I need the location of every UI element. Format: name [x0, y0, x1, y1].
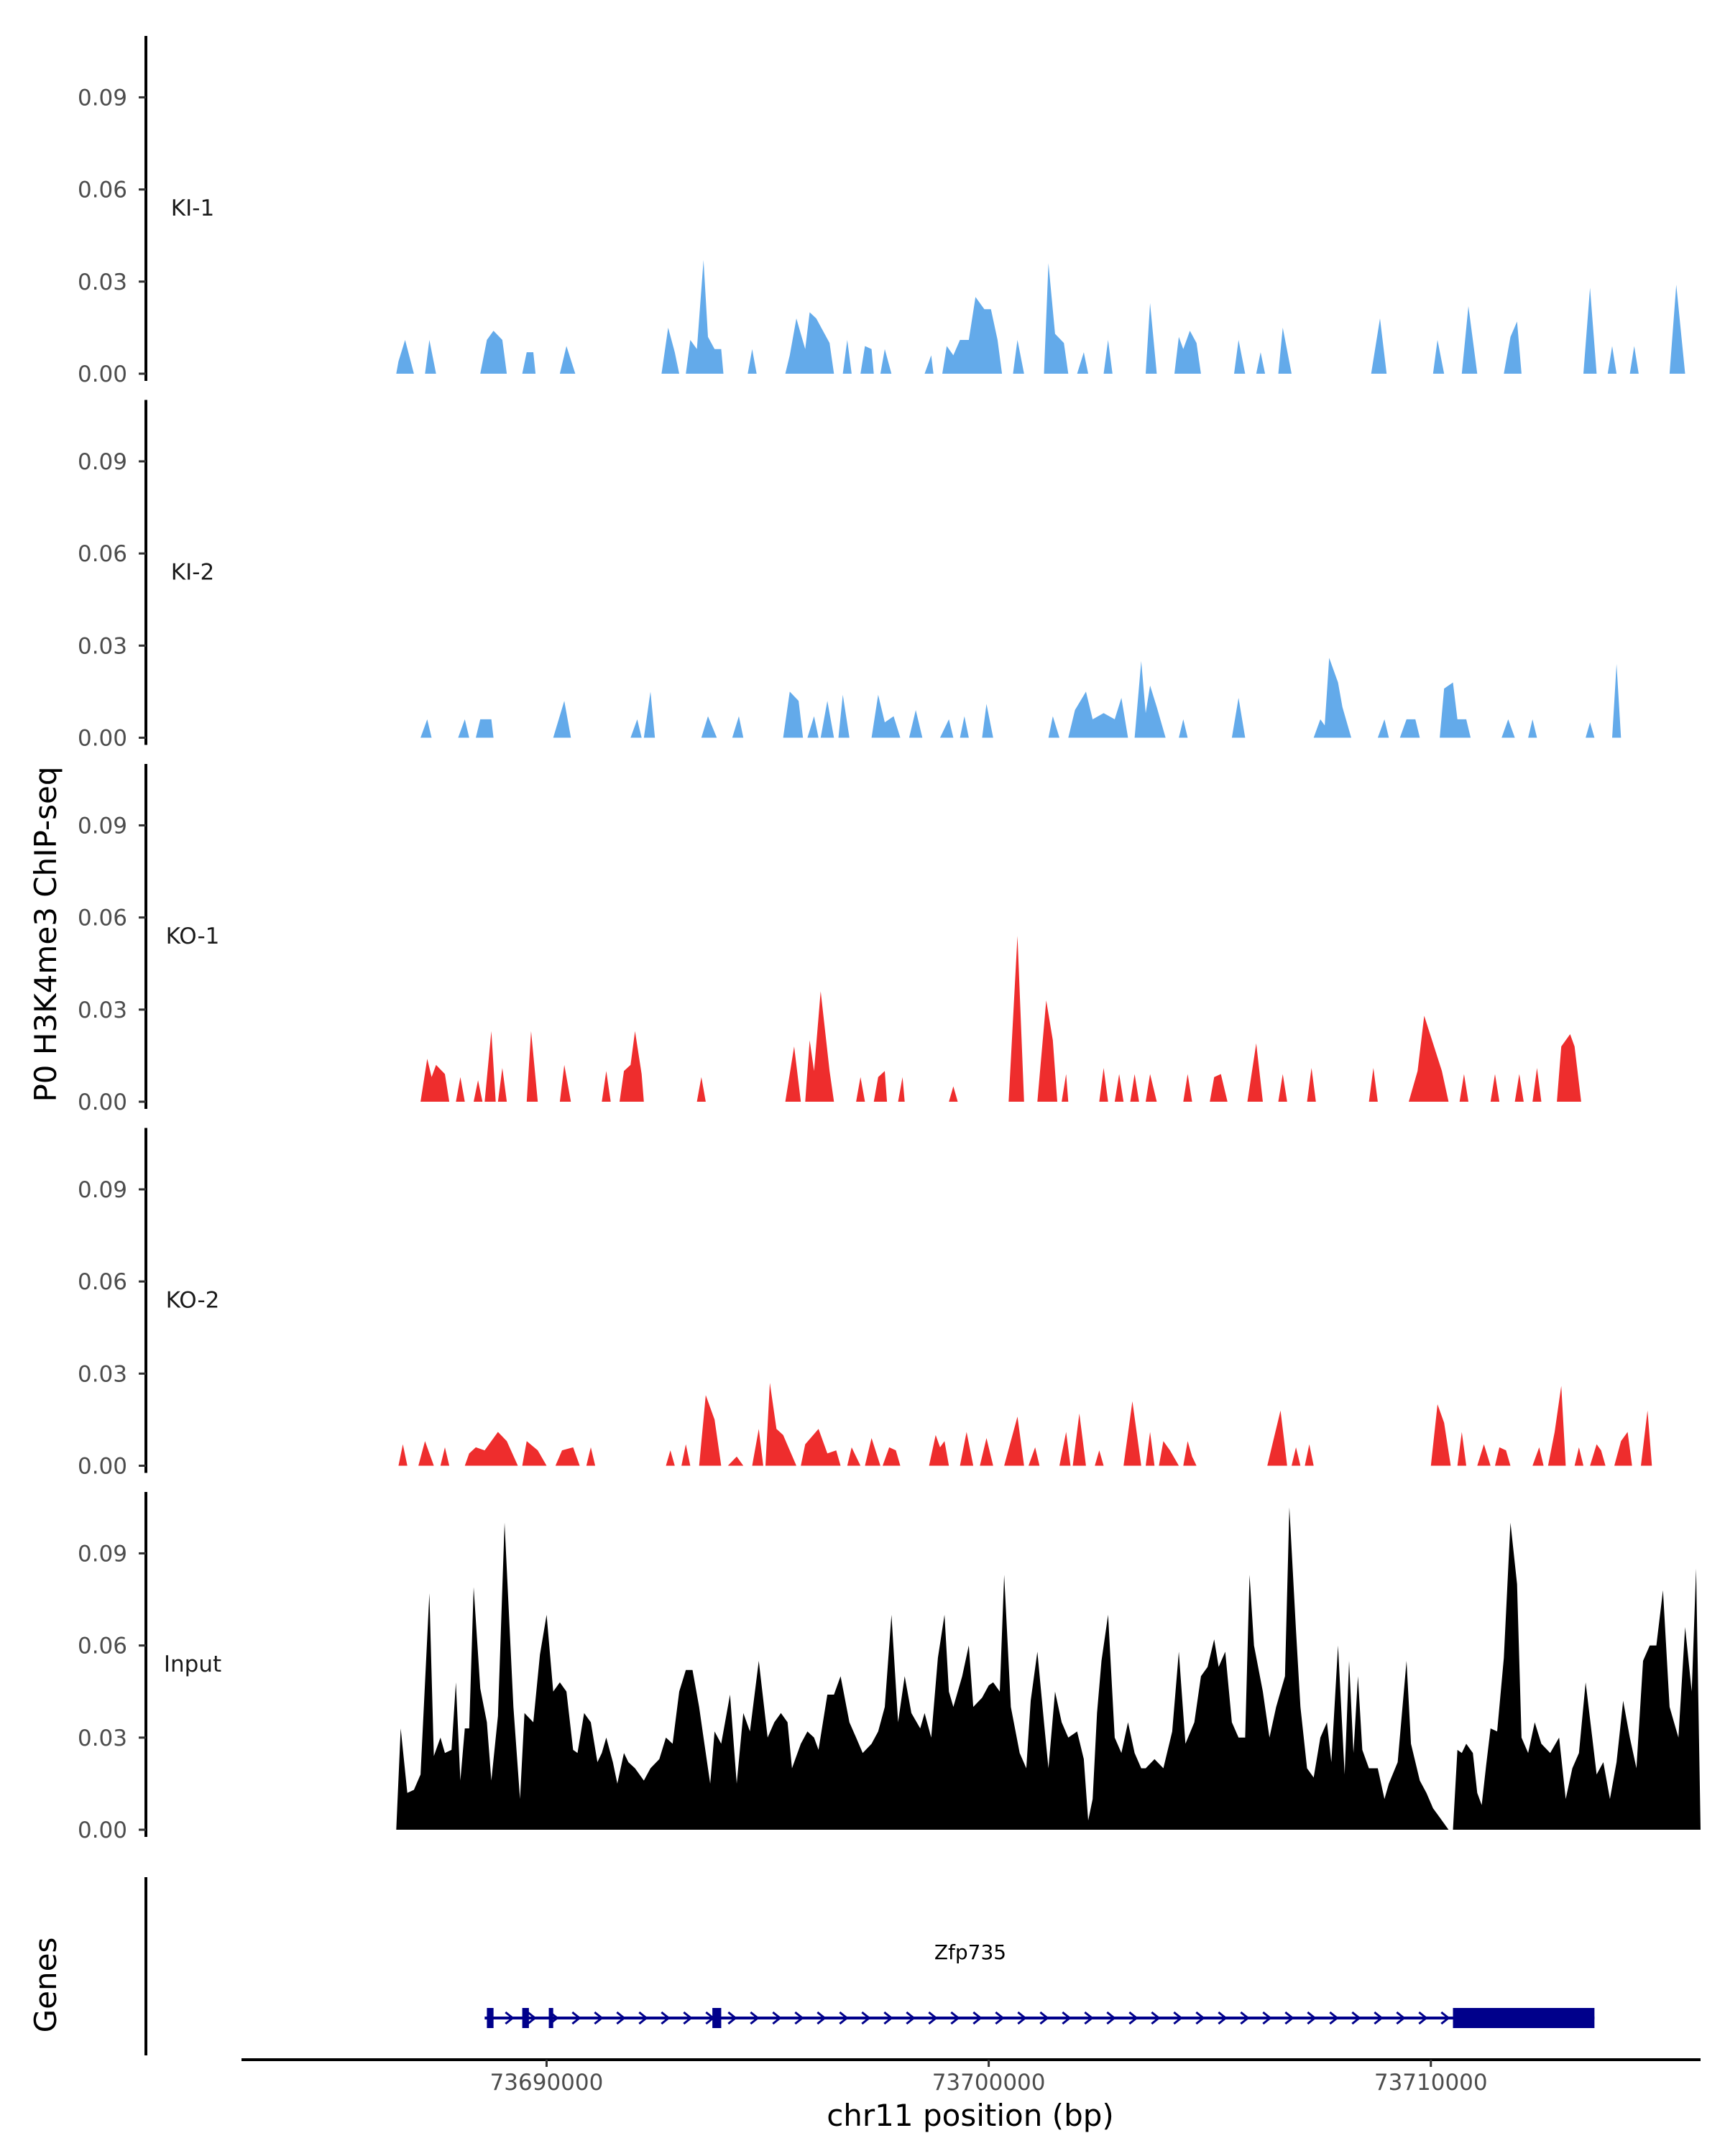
strand-arrow [661, 2011, 671, 2025]
strand-arrow [950, 2011, 960, 2025]
y-tick-label: 0.03 [78, 1361, 127, 1387]
strand-arrow [928, 2011, 938, 2025]
x-axis-title: chr11 position (bp) [827, 2098, 1114, 2133]
gene-coding-exon [1453, 2008, 1595, 2028]
genes-track: Zfp735 [144, 1877, 1595, 2055]
gene-exon [548, 2008, 553, 2028]
gene-exon [712, 2008, 722, 2028]
y-tick-label: 0.00 [78, 1089, 127, 1115]
strand-arrow [1284, 2011, 1294, 2025]
track-ki-1: 0.00 0.03 0.06 0.09 KI-1 [78, 36, 1685, 387]
y-axis-title: P0 H3K4me3 ChIP-seq [28, 766, 63, 1102]
strand-arrow [1084, 2011, 1094, 2025]
x-axis: 73690000 73700000 73710000 [242, 2058, 1701, 2096]
strand-arrow [861, 2011, 871, 2025]
strand-arrow [1262, 2011, 1272, 2025]
strand-arrow [883, 2011, 893, 2025]
strand-arrow [1128, 2011, 1138, 2025]
track-ki-2: 0.00 0.03 0.06 0.09 KI-2 [78, 400, 1622, 752]
area-ko-2 [398, 1383, 1652, 1466]
y-tick-label: 0.00 [78, 1454, 127, 1480]
strand-arrow [772, 2011, 782, 2025]
strand-arrow [1329, 2011, 1339, 2025]
track-input: 0.00 0.03 0.06 0.09 Input [78, 1492, 1701, 1843]
area-ki-1 [396, 259, 1685, 374]
gene-name-label: Zfp735 [934, 1940, 1006, 1964]
strand-arrow [839, 2011, 849, 2025]
strand-arrow [906, 2011, 916, 2025]
area-ko-1 [420, 936, 1581, 1102]
strand-arrow [1151, 2011, 1161, 2025]
strand-arrow [505, 2011, 515, 2025]
gene-exon [487, 2008, 494, 2028]
strand-arrow [1440, 2011, 1450, 2025]
x-tick-label: 73710000 [1374, 2070, 1488, 2096]
y-tick-label: 0.06 [78, 178, 127, 203]
strand-arrow [794, 2011, 804, 2025]
track-label: KI-1 [171, 195, 214, 221]
strand-arrow [527, 2011, 537, 2025]
gene-exon [522, 2008, 529, 2028]
strand-arrow [816, 2011, 827, 2025]
y-tick-label: 0.03 [78, 633, 127, 659]
strand-arrow [750, 2011, 760, 2025]
area-ki-2 [420, 658, 1622, 738]
strand-arrow [1351, 2011, 1361, 2025]
strand-arrow [1418, 2011, 1428, 2025]
y-tick-label: 0.03 [78, 998, 127, 1023]
strand-arrow [571, 2011, 581, 2025]
strand-arrow [683, 2011, 693, 2025]
strand-arrow [1396, 2011, 1406, 2025]
y-tick-label: 0.06 [78, 541, 127, 567]
y-tick-label: 0.09 [78, 1177, 127, 1203]
track-label: KI-2 [171, 560, 214, 586]
strand-arrow [616, 2011, 626, 2025]
strand-arrow [1039, 2011, 1049, 2025]
strand-arrow [972, 2011, 983, 2025]
y-tick-label: 0.06 [78, 1634, 127, 1659]
track-label: Input [164, 1651, 221, 1677]
track-label: KO-2 [166, 1288, 220, 1314]
strand-arrow [1062, 2011, 1072, 2025]
y-tick-label: 0.06 [78, 1269, 127, 1295]
y-tick-label: 0.00 [78, 726, 127, 752]
y-tick-label: 0.09 [78, 813, 127, 839]
strand-arrow [1106, 2011, 1116, 2025]
y-tick-label: 0.03 [78, 1726, 127, 1751]
genes-axis-title: Genes [28, 1938, 63, 2033]
strand-arrow [1173, 2011, 1183, 2025]
track-ko-2: 0.00 0.03 0.06 0.09 KO-2 [78, 1128, 1652, 1480]
strand-arrow [1195, 2011, 1205, 2025]
x-tick-label: 73690000 [490, 2070, 604, 2096]
strand-arrow [1307, 2011, 1317, 2025]
y-tick-label: 0.09 [78, 1541, 127, 1567]
y-tick-label: 0.03 [78, 270, 127, 295]
track-label: KO-1 [166, 923, 220, 949]
strand-arrow [1218, 2011, 1228, 2025]
y-tick-label: 0.00 [78, 361, 127, 387]
strand-arrow [995, 2011, 1005, 2025]
strand-arrow [727, 2011, 737, 2025]
x-tick-label: 73700000 [932, 2070, 1046, 2096]
strand-arrow [638, 2011, 648, 2025]
y-tick-label: 0.09 [78, 449, 127, 475]
area-input [396, 1507, 1701, 1830]
strand-arrow [1017, 2011, 1027, 2025]
strand-arrow [594, 2011, 604, 2025]
track-panels: 0.00 0.03 0.06 0.09 KI-1 0.00 0.03 0.06 0.09 KI-2… [78, 36, 1701, 1843]
strand-arrow [1374, 2011, 1384, 2025]
strand-arrow [1240, 2011, 1250, 2025]
track-ko-1: 0.00 0.03 0.06 0.09 KO-1 [78, 764, 1581, 1115]
y-tick-label: 0.00 [78, 1818, 127, 1843]
y-tick-label: 0.06 [78, 906, 127, 931]
y-tick-label: 0.09 [78, 85, 127, 111]
